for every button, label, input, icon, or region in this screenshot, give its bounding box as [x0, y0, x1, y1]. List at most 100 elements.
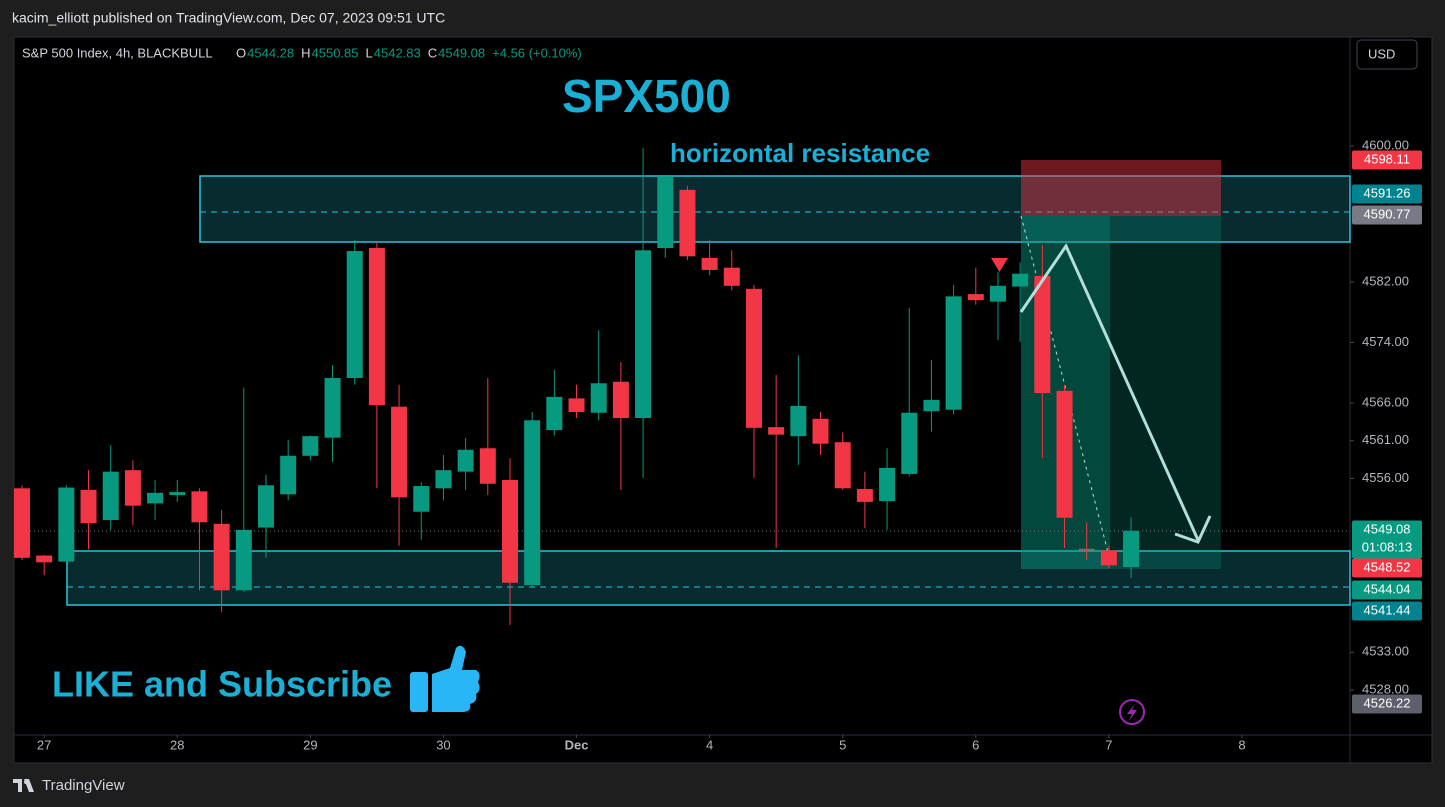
- price-badge: [1352, 184, 1422, 204]
- y-tick-label: 4574.00: [1362, 334, 1409, 349]
- candle-body: [635, 250, 652, 419]
- target-zone: [1021, 216, 1221, 569]
- currency[interactable]: USD: [1368, 46, 1395, 61]
- candle-body: [36, 555, 53, 563]
- usd-button[interactable]: USD: [1356, 39, 1418, 70]
- candle-body: [524, 420, 541, 586]
- candle-body: [768, 427, 785, 435]
- ohlc-value: 4549.08: [438, 45, 485, 60]
- candle-body: [302, 436, 319, 456]
- candle-body: [856, 489, 873, 502]
- chart-area: [13, 36, 1433, 764]
- candle-body: [701, 257, 718, 270]
- candle-body: [368, 248, 385, 406]
- candle-body: [391, 406, 408, 498]
- candle-body: [568, 398, 585, 412]
- candle-body: [501, 479, 518, 583]
- tv-logo: [13, 779, 34, 792]
- candle-body: [235, 529, 252, 591]
- price-badge: [1352, 520, 1422, 559]
- candle-body: [989, 285, 1006, 302]
- annotation: LIKE and Subscribe: [52, 664, 392, 705]
- forecast-arrow: [1019, 242, 1200, 541]
- price-badge: [1352, 601, 1422, 621]
- candle-body: [58, 487, 75, 562]
- change: +4.56 (+0.10%): [492, 45, 582, 60]
- price-badge: [1352, 580, 1422, 600]
- candle-body: [213, 523, 230, 591]
- ohlc-letter: O: [236, 45, 246, 60]
- candle-body: [413, 486, 430, 512]
- candle-body: [457, 449, 474, 472]
- countdown: 01:08:13: [1362, 539, 1413, 554]
- candle-body: [324, 377, 341, 438]
- footer-brand: TradingView: [42, 777, 125, 794]
- candle-body: [612, 381, 629, 419]
- price-badge-label: 4541.44: [1364, 602, 1411, 617]
- y-tick-label: 4561.00: [1362, 432, 1409, 447]
- y-tick-label: 4566.00: [1362, 394, 1409, 409]
- stop-zone: [1021, 160, 1221, 216]
- y-tick-label: 4556.00: [1362, 470, 1409, 485]
- y-tick-label: 4582.00: [1362, 273, 1409, 288]
- ohlc-letter: L: [366, 45, 373, 60]
- sell-marker: [991, 258, 1008, 272]
- candles: [13, 148, 1140, 626]
- x-tick-label: 29: [303, 737, 317, 752]
- candle-body: [1012, 273, 1029, 287]
- usd-button-frame[interactable]: [1356, 39, 1418, 70]
- arrow: [991, 242, 1212, 544]
- x-tick-label: Dec: [565, 737, 589, 752]
- candle-body: [879, 467, 896, 502]
- candle-body: [901, 412, 918, 474]
- candle-body: [1034, 275, 1051, 394]
- annotation: horizontal resistance: [670, 138, 930, 168]
- resistance-zone: [199, 175, 1351, 243]
- ohlc-value: 4542.83: [374, 45, 421, 60]
- x-tick-label: 28: [170, 737, 184, 752]
- candle-body: [790, 405, 807, 437]
- candle-body: [1123, 530, 1140, 568]
- alert-icon[interactable]: [1119, 699, 1145, 725]
- x-tick-label: 6: [972, 737, 979, 752]
- price-badge-label: 4544.04: [1364, 581, 1411, 596]
- publisher-header: kacim_elliott published on TradingView.c…: [12, 10, 445, 26]
- annotation-title: SPX500: [562, 70, 731, 122]
- price-badge: [1352, 558, 1422, 578]
- candle-body: [745, 288, 762, 428]
- trade-path: [1020, 215, 1111, 561]
- candle-body: [1056, 390, 1073, 518]
- x-tick-label: 8: [1238, 737, 1245, 752]
- price-badge: [1352, 205, 1422, 225]
- price-badge: [1352, 694, 1422, 714]
- ohlc-value: 4544.28: [247, 45, 294, 60]
- price-badge-label: 4598.11: [1364, 151, 1410, 166]
- thumb-icon: [410, 645, 480, 712]
- candle-body: [13, 488, 30, 558]
- y-tick-label: 4533.00: [1362, 644, 1409, 659]
- candle-body: [723, 267, 740, 286]
- candle-body: [435, 470, 452, 489]
- alert-bolt: [1127, 704, 1137, 721]
- price-badge-label: 4549.08: [1364, 521, 1411, 536]
- candle-body: [945, 296, 962, 410]
- price-badge: [1352, 150, 1422, 170]
- candle-body: [1100, 550, 1117, 566]
- candle-body: [923, 399, 940, 412]
- candle-body: [80, 489, 97, 524]
- candle-body: [679, 189, 696, 257]
- candle-body: [102, 471, 119, 521]
- ohlc-value: 4550.85: [312, 45, 359, 60]
- x-tick-label: 7: [1105, 737, 1112, 752]
- price-badge-label: 4548.52: [1364, 559, 1411, 574]
- price-badge-label: 4526.22: [1364, 695, 1411, 710]
- candle-body: [834, 442, 851, 489]
- candle-body: [169, 492, 186, 496]
- candle-body: [590, 383, 607, 413]
- candle-body: [546, 396, 563, 431]
- candle-body: [346, 251, 363, 378]
- candle-body: [812, 418, 829, 444]
- price-badge-label: 4590.77: [1364, 206, 1411, 221]
- ohlc-letter: H: [301, 45, 310, 60]
- candle-body: [967, 294, 984, 301]
